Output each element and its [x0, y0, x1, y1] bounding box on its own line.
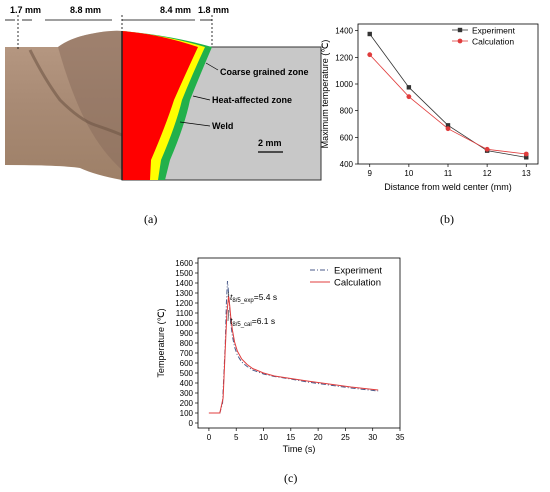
- photo-weld-bead: [58, 30, 122, 170]
- x-axis-label: Time (s): [283, 444, 316, 454]
- chart-b: 9 10 11 12 13 400 600 800 1000 1200 1400 Distance f…: [320, 23, 539, 192]
- dim-label-1: 1.7 mm: [10, 5, 41, 15]
- series-line-calculation: [208, 295, 379, 414]
- x-axis-label: Distance from weld center (mm): [384, 182, 512, 192]
- y-tick-label: 0: [189, 419, 194, 428]
- y-tick-label: 1200: [175, 299, 193, 308]
- chart-c: 0 5 10 15 20 25 30 3501002003004005006007008009…: [156, 257, 405, 454]
- y-tick-label: 400: [340, 160, 354, 169]
- y-tick-label: 1000: [175, 319, 193, 328]
- y-tick-label: 1400: [335, 27, 353, 36]
- x-tick-label: 35: [396, 433, 405, 442]
- weld-region: [122, 31, 198, 180]
- x-tick-label: 0: [207, 433, 212, 442]
- x-tick-label: 13: [522, 169, 531, 178]
- data-point-experiment: [524, 155, 529, 160]
- y-tick-label: 900: [180, 329, 194, 338]
- zone-label-haz: Heat-affected zone: [212, 95, 292, 105]
- x-tick-label: 5: [234, 433, 239, 442]
- y-tick-label: 800: [180, 339, 194, 348]
- data-point-calculation: [484, 146, 490, 152]
- zone-label-weld: Weld: [212, 121, 233, 131]
- x-tick-label: 12: [483, 169, 492, 178]
- y-axis-label: Maximum temperature (℃): [320, 40, 330, 149]
- y-tick-label: 100: [180, 409, 194, 418]
- data-point-experiment: [367, 31, 372, 37]
- panel-label-b: (b): [440, 212, 454, 226]
- y-tick-label: 1500: [175, 269, 193, 278]
- y-tick-label: 1000: [335, 80, 353, 89]
- x-tick-label: 9: [368, 169, 373, 178]
- y-tick-label: 1200: [335, 53, 353, 62]
- data-point-calculation: [523, 151, 529, 157]
- weld-cross-section: 1.7 mm 8.8 mm 8.4 mm 1.8 mm Coarse grain…: [5, 5, 322, 181]
- dim-label-2: 8.8 mm: [70, 5, 101, 15]
- data-point-calculation: [445, 126, 451, 132]
- annotation-t: t: [230, 316, 233, 326]
- legend-label-calculation: Calculation: [472, 37, 514, 47]
- series-line-experiment: [208, 280, 379, 414]
- y-tick-label: 700: [180, 349, 194, 358]
- y-tick-label: 1400: [175, 279, 193, 288]
- annotation-value: =6.1 s: [252, 316, 275, 326]
- legend-label-experiment: Experiment: [334, 266, 382, 277]
- legend-marker: [457, 38, 463, 44]
- y-tick-label: 1100: [176, 309, 194, 318]
- x-tick-label: 25: [341, 433, 350, 442]
- data-point-calculation: [367, 52, 373, 58]
- x-tick-label: 30: [368, 433, 377, 442]
- legend-label-experiment: Experiment: [472, 26, 516, 36]
- annotation-subscript: 8/5_cal: [232, 322, 251, 328]
- data-point-experiment: [445, 123, 451, 128]
- legend-marker: [457, 27, 463, 33]
- y-tick-label: 600: [340, 133, 354, 142]
- series-line-experiment: [369, 33, 527, 158]
- y-tick-label: 500: [180, 369, 194, 378]
- series-line-calculation: [369, 54, 527, 155]
- y-tick-label: 800: [340, 107, 354, 116]
- dim-label-4: 1.8 mm: [198, 5, 229, 15]
- annotation-t85-1: t8/5_cal=6.1 s: [230, 316, 275, 328]
- x-tick-label: 11: [444, 169, 453, 178]
- y-tick-label: 1600: [175, 259, 193, 268]
- legend-label-calculation: Calculation: [334, 278, 381, 289]
- x-tick-label: 10: [259, 433, 268, 442]
- panel-label-a: (a): [144, 212, 158, 226]
- panel-a: 1.7 mm 8.8 mm 8.4 mm 1.8 mm Coarse grain…: [0, 0, 325, 195]
- data-point-calculation: [406, 94, 412, 100]
- zone-label-coarse: Coarse grained zone: [220, 67, 309, 77]
- y-tick-label: 200: [180, 399, 194, 408]
- y-tick-label: 300: [180, 389, 194, 398]
- annotation-t: t: [230, 292, 233, 302]
- annotation-t85-0: t8/5_exp=5.4 s: [230, 292, 277, 304]
- y-tick-label: 1300: [175, 289, 193, 298]
- y-tick-label: 600: [180, 359, 194, 368]
- y-axis-label: Temperature (℃): [156, 308, 166, 377]
- panel-label-c: (c): [284, 471, 298, 485]
- annotation-leader: [227, 291, 229, 298]
- x-tick-label: 10: [404, 169, 413, 178]
- scale-label: 2 mm: [258, 138, 282, 148]
- x-tick-label: 15: [286, 433, 295, 442]
- data-point-experiment: [406, 85, 412, 90]
- annotation-leader: [227, 309, 229, 322]
- y-tick-label: 400: [180, 379, 194, 388]
- photo-fusion-line: [28, 49, 123, 137]
- annotation-value: =5.4 s: [254, 292, 277, 302]
- x-tick-label: 20: [314, 433, 323, 442]
- dimension-lines: [5, 15, 213, 50]
- annotation-subscript: 8/5_exp: [232, 298, 254, 304]
- dim-label-3: 8.4 mm: [160, 5, 191, 15]
